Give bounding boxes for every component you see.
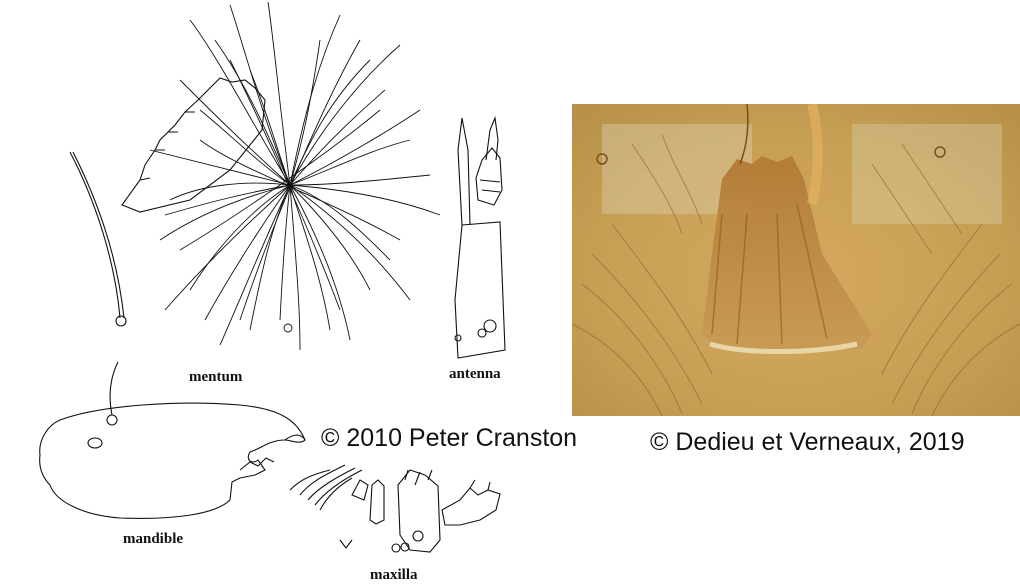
mentum-drawing [121,77,266,213]
antenna-label: antenna [449,366,501,382]
seta-drawing [69,151,127,327]
mentum-setae [149,1,441,351]
mentum-photomicrograph [572,104,1020,416]
line-drawing-panel [39,1,506,553]
credit-left: © 2010 Peter Cranston [321,424,578,452]
mandible-label: mandible [123,531,184,547]
credit-right: © Dedieu et Verneaux, 2019 [650,428,965,456]
maxilla-label: maxilla [370,567,418,583]
antenna-drawing [454,115,506,359]
maxilla-drawing [289,464,501,553]
mentum-label: mentum [189,369,243,385]
mandible-drawing [39,361,306,519]
